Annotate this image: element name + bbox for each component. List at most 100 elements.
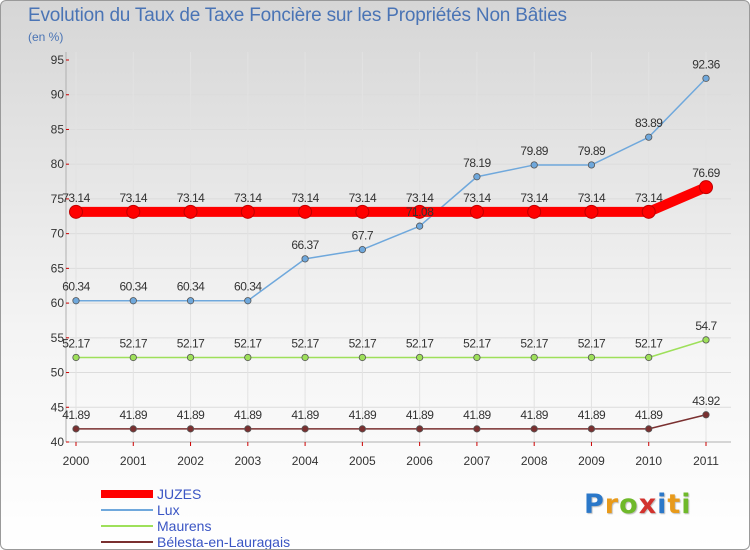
data-point (298, 204, 313, 219)
data-label: 41.89 (62, 408, 90, 422)
data-label: 73.14 (291, 191, 319, 205)
data-point (72, 353, 80, 362)
data-point (473, 173, 481, 181)
chart-unit: (en %) (28, 30, 64, 44)
data-label: 41.89 (520, 408, 548, 422)
data-point (645, 133, 653, 141)
data-point (129, 353, 137, 362)
data-point (129, 425, 137, 433)
data-point (473, 353, 481, 362)
y-tick-label: 60 (51, 296, 65, 310)
data-label: 52.17 (635, 336, 663, 350)
logo-letter: o (619, 489, 639, 520)
data-point (244, 353, 252, 362)
x-tick-label: 2008 (521, 454, 548, 468)
data-point (530, 425, 538, 433)
data-label: 66.37 (291, 238, 319, 252)
series-line-2 (75, 339, 707, 359)
data-point (301, 255, 309, 263)
data-label: 52.17 (291, 336, 319, 350)
data-point (244, 425, 252, 433)
logo-letter: x (638, 489, 658, 520)
y-tick-label: 90 (51, 88, 65, 102)
data-point (645, 425, 653, 433)
x-tick-label: 2006 (406, 454, 433, 468)
y-tick-label: 65 (51, 261, 65, 275)
y-tick-label: 45 (51, 400, 65, 414)
data-point (358, 246, 366, 254)
data-point (186, 297, 195, 305)
y-tick-label: 55 (51, 331, 65, 345)
data-point (301, 425, 309, 433)
data-label: 41.89 (463, 408, 491, 422)
data-point (355, 204, 370, 219)
data-label: 76.69 (692, 166, 720, 180)
data-label: 41.89 (635, 408, 663, 422)
data-label: 52.17 (578, 336, 606, 350)
legend-label: Bélesta-en-Lauragais (157, 534, 291, 550)
chart-title: Evolution du Taux de Taxe Foncière sur l… (28, 5, 567, 26)
y-tick-label: 75 (51, 192, 65, 206)
data-label: 41.89 (120, 408, 148, 422)
legend-swatch (101, 490, 153, 498)
data-label: 52.17 (520, 336, 548, 350)
proxiti-logo: Proxiti (584, 489, 692, 520)
y-tick-label: 95 (51, 53, 65, 67)
data-point (587, 353, 596, 362)
data-label: 73.14 (62, 191, 90, 205)
data-point (183, 204, 198, 219)
data-point (416, 425, 424, 433)
y-tick-label: 70 (51, 227, 65, 241)
data-label: 79.89 (520, 144, 548, 158)
data-label: 52.17 (349, 336, 377, 350)
data-point (702, 411, 710, 419)
data-point (72, 297, 80, 305)
data-label: 52.17 (177, 336, 205, 350)
data-label: 73.14 (349, 191, 377, 205)
logo-letter: t (667, 489, 682, 520)
series-line-3 (75, 414, 707, 430)
x-tick-label: 2003 (234, 454, 261, 468)
data-label: 52.17 (62, 336, 90, 350)
data-label: 41.89 (291, 408, 319, 422)
data-label: 73.14 (463, 191, 491, 205)
data-point (473, 425, 481, 433)
data-label: 52.17 (406, 336, 434, 350)
data-point (527, 204, 542, 219)
y-tick-label: 85 (51, 122, 65, 136)
data-label: 41.89 (177, 408, 205, 422)
data-label: 43.92 (692, 394, 720, 408)
legend-swatch (101, 525, 153, 527)
data-label: 79.89 (578, 144, 606, 158)
data-label: 73.14 (234, 191, 262, 205)
data-point (69, 204, 83, 219)
data-point (240, 204, 255, 219)
data-label: 52.17 (120, 336, 148, 350)
data-label: 73.14 (578, 191, 606, 205)
x-tick-label: 2010 (635, 454, 662, 468)
data-point (645, 353, 653, 362)
data-label: 41.89 (578, 408, 606, 422)
data-label: 60.34 (177, 280, 205, 294)
y-tick-label: 80 (51, 157, 65, 171)
logo-letter: r (604, 489, 620, 520)
data-label: 41.89 (406, 408, 434, 422)
data-label: 52.17 (234, 336, 262, 350)
data-point (587, 161, 596, 169)
x-tick-label: 2001 (120, 454, 147, 468)
legend-label: JUZES (157, 486, 202, 502)
data-point (186, 353, 195, 362)
data-label: 54.7 (695, 319, 717, 333)
data-point (702, 74, 710, 82)
data-label: 73.14 (177, 191, 205, 205)
logo-letter: i (681, 489, 692, 520)
data-point (358, 425, 366, 433)
legend-label: Lux (157, 502, 180, 518)
logo-letter: P (584, 489, 605, 520)
x-tick-label: 2007 (464, 454, 491, 468)
data-point (129, 297, 137, 305)
data-label: 92.36 (692, 57, 720, 71)
data-label: 67.7 (352, 229, 374, 243)
data-point (699, 180, 713, 195)
